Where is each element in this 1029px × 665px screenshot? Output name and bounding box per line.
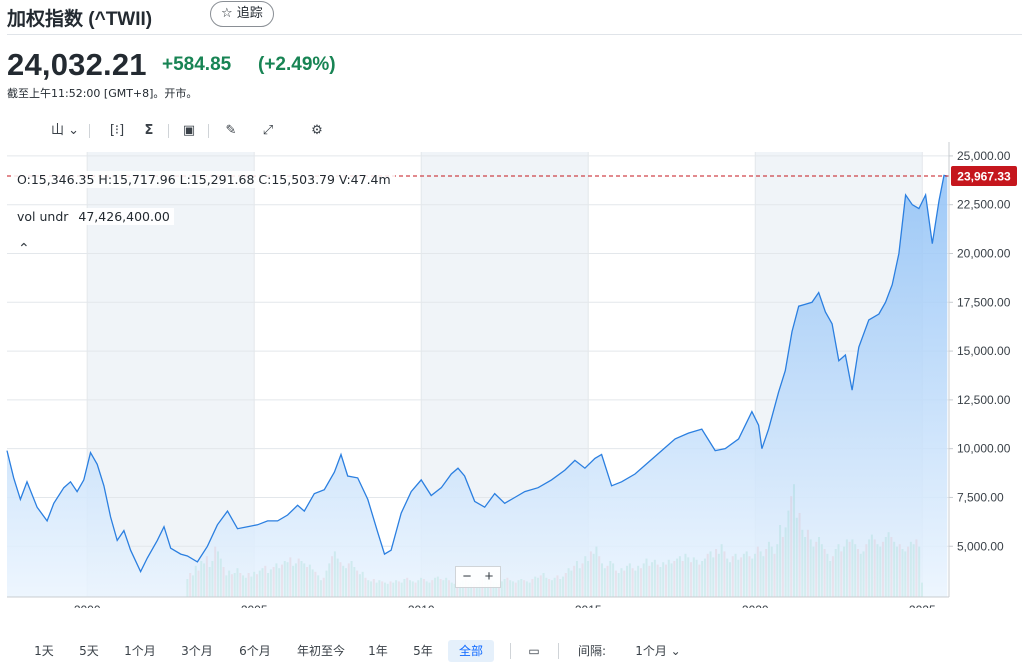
draw-pencil-icon[interactable]: ✎	[225, 123, 237, 138]
last-price-tag: 23,967.33	[957, 170, 1011, 184]
y-tick-label: 22,500.00	[957, 198, 1011, 212]
x-tick-label: 2010	[408, 603, 435, 608]
price-chart[interactable]: 25,000.00 22,500.00 20,000.00 17,500.00 15,0…	[0, 140, 1029, 608]
compare-icon[interactable]: [⁝]	[109, 123, 125, 138]
zoom-out-button[interactable]: −	[462, 568, 472, 585]
page-title: 加权指数 (^TWII)	[7, 9, 153, 30]
range-3m-button[interactable]: 3个月	[181, 644, 213, 658]
y-tick-label: 17,500.00	[957, 295, 1011, 309]
chart-type-dropdown[interactable]: 山 ⌄	[50, 123, 80, 138]
range-5y-button[interactable]: 5年	[413, 644, 433, 658]
range-1y-button[interactable]: 1年	[368, 644, 388, 658]
volume-readout: vol undr 47,426,400.00	[13, 208, 174, 225]
y-tick-label: 20,000.00	[957, 246, 1011, 260]
price-area	[7, 175, 948, 597]
date-picker-calendar-icon[interactable]: ▭	[528, 644, 540, 658]
price-line	[6, 174, 948, 574]
events-calendar-icon[interactable]: ▣	[182, 123, 196, 138]
y-tick-label: 25,000.00	[957, 149, 1011, 163]
range-selector: 1天 5天 1个月 3个月 6个月 年初至今 1年 5年 全部 ▭ 间隔: 1个…	[0, 638, 1029, 664]
x-tick-label: 2025	[909, 603, 936, 608]
range-1d-button[interactable]: 1天	[34, 644, 54, 658]
range-all-button[interactable]: 全部	[448, 640, 494, 662]
y-tick-label: 10,000.00	[957, 442, 1011, 456]
ohlc-readout: O:15,346.35 H:15,717.96 L:15,291.68 C:15…	[13, 171, 395, 188]
fullscreen-icon[interactable]: ⤢	[262, 123, 274, 138]
range-divider	[510, 643, 511, 659]
interval-dropdown[interactable]: 1个月 ⌄	[635, 644, 681, 658]
toolbar-divider	[168, 124, 169, 138]
interval-label: 间隔:	[577, 644, 607, 658]
settings-gear-icon[interactable]: ⚙	[311, 123, 323, 138]
chart-toolbar: 山 ⌄ [⁝] Σ ▣ ✎ ⤢ ⚙	[0, 118, 400, 144]
range-1m-button[interactable]: 1个月	[124, 644, 156, 658]
x-tick-label: 2000	[74, 603, 101, 608]
page-header: 加权指数 (^TWII) ☆ 追踪	[7, 0, 1022, 35]
volume-value: 47,426,400.00	[78, 209, 170, 224]
y-tick-label: 7,500.00	[957, 490, 1004, 504]
y-tick-label: 5,000.00	[957, 539, 1004, 553]
x-tick-label: 2015	[575, 603, 602, 608]
quote-timestamp: 截至上午11:52:00 [GMT+8]。开市。	[7, 87, 198, 100]
indicators-icon[interactable]: Σ	[144, 123, 154, 138]
price-change-percent: (+2.49%)	[258, 54, 336, 75]
follow-button[interactable]: ☆ 追踪	[210, 1, 274, 27]
y-tick-label: 15,000.00	[957, 344, 1011, 358]
price-change: +584.85	[162, 54, 232, 75]
range-divider	[558, 643, 559, 659]
current-price: 24,032.21	[7, 47, 147, 82]
x-tick-label: 2005	[241, 603, 268, 608]
y-tick-label: 12,500.00	[957, 393, 1011, 407]
collapse-chevron-icon[interactable]: ⌃	[18, 241, 30, 257]
range-5d-button[interactable]: 5天	[79, 644, 99, 658]
zoom-in-button[interactable]: +	[484, 568, 494, 585]
x-tick-label: 2020	[742, 603, 769, 608]
last-price-tag-bg	[951, 166, 1017, 187]
toolbar-divider	[208, 124, 209, 138]
volume-label: vol undr	[17, 209, 69, 224]
range-ytd-button[interactable]: 年初至今	[296, 644, 345, 658]
toolbar-divider	[89, 124, 90, 138]
zoom-controls: − +	[455, 566, 501, 588]
range-6m-button[interactable]: 6个月	[239, 644, 271, 658]
